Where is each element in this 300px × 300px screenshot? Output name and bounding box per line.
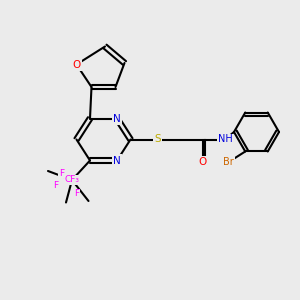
Text: CF₃: CF₃ bbox=[64, 176, 80, 184]
Text: F: F bbox=[53, 182, 58, 190]
Text: F: F bbox=[74, 189, 79, 198]
Text: F: F bbox=[59, 169, 64, 178]
Text: N: N bbox=[113, 155, 121, 166]
Text: Br: Br bbox=[224, 157, 234, 167]
Text: S: S bbox=[154, 134, 161, 145]
Text: O: O bbox=[72, 59, 81, 70]
Text: NH: NH bbox=[218, 134, 232, 145]
Text: O: O bbox=[198, 157, 207, 167]
Text: N: N bbox=[113, 113, 121, 124]
